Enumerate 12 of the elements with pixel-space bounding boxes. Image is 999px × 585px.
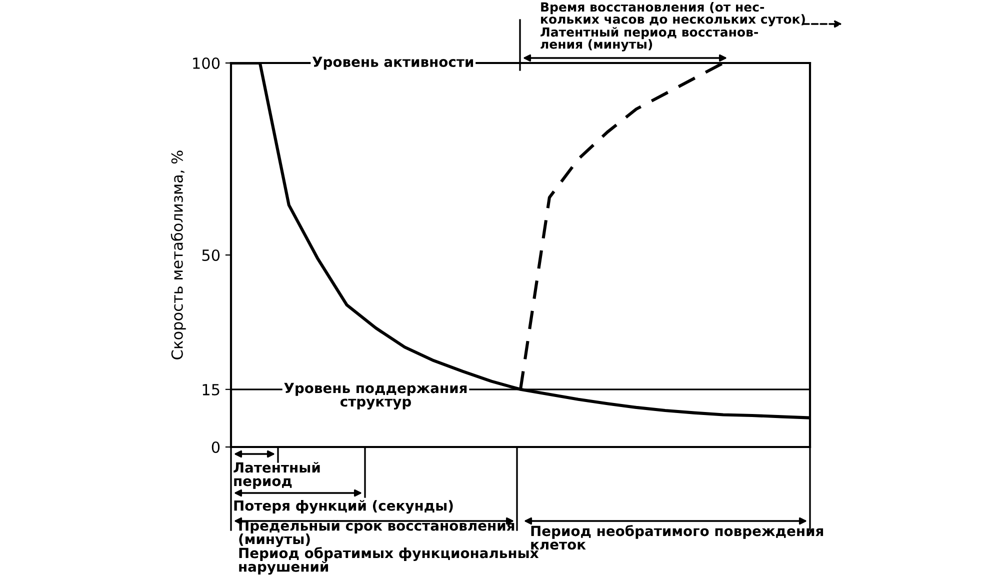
y-tick-label: 0 <box>212 441 220 454</box>
y-tick-label: 15 <box>202 384 220 396</box>
text: Период необратимого повреждения клеток <box>531 525 824 550</box>
y-tick-label: 100 <box>193 57 220 70</box>
text: Латентный период восстанов- ления (минуты) <box>540 27 758 52</box>
text: Потеря функций (секунды) <box>234 500 453 514</box>
y-axis-title: Скорость метаболизма, % <box>170 150 186 360</box>
y-tick-label: 50 <box>202 249 220 262</box>
ref-line-label: Уровень поддержания структур <box>284 382 467 410</box>
ref-line-label: Уровень активности <box>312 56 474 70</box>
text: Время восстановления (от нес- кольких часов до нескольких суток) <box>541 2 805 26</box>
text: Латентный период <box>234 462 320 489</box>
